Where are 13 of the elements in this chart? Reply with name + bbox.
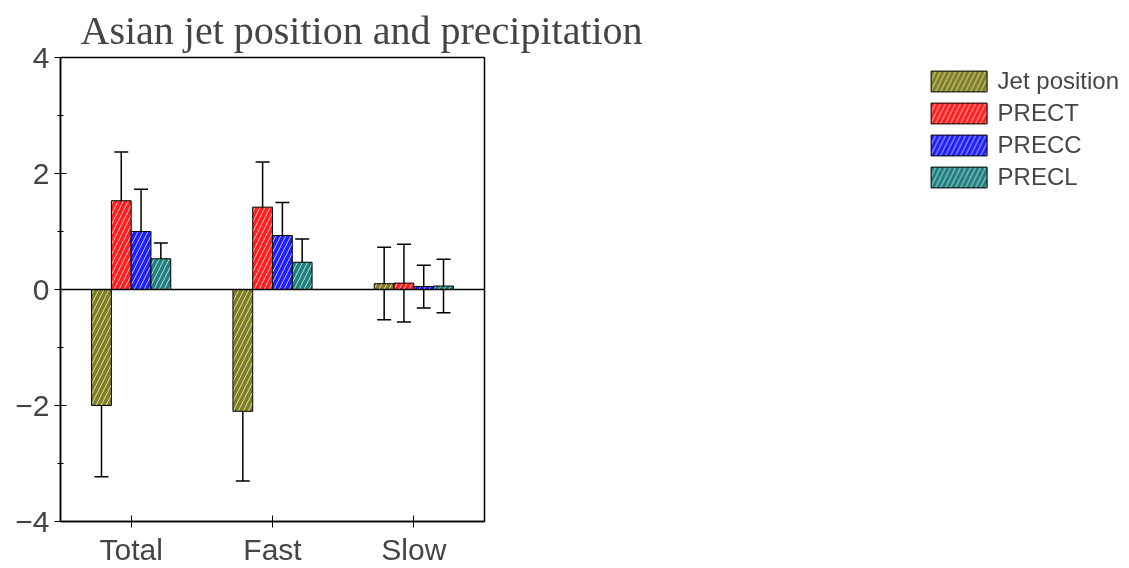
y-tick-label: 0 — [32, 272, 50, 306]
legend-label: PRECL — [997, 163, 1078, 191]
x-tick-label: Total — [99, 532, 163, 566]
y-tick-label: 4 — [32, 40, 50, 74]
chart-title: Asian jet position and precipitation — [80, 7, 643, 53]
x-tick-label: Slow — [381, 532, 447, 566]
legend-label: PRECT — [997, 99, 1079, 127]
y-tick-label: −4 — [15, 504, 50, 538]
legend-label: PRECC — [997, 131, 1082, 159]
legend-label: Jet position — [997, 67, 1119, 95]
y-tick-label: −2 — [15, 388, 50, 422]
y-tick-label: 2 — [32, 156, 50, 190]
x-tick-label: Fast — [243, 532, 303, 566]
